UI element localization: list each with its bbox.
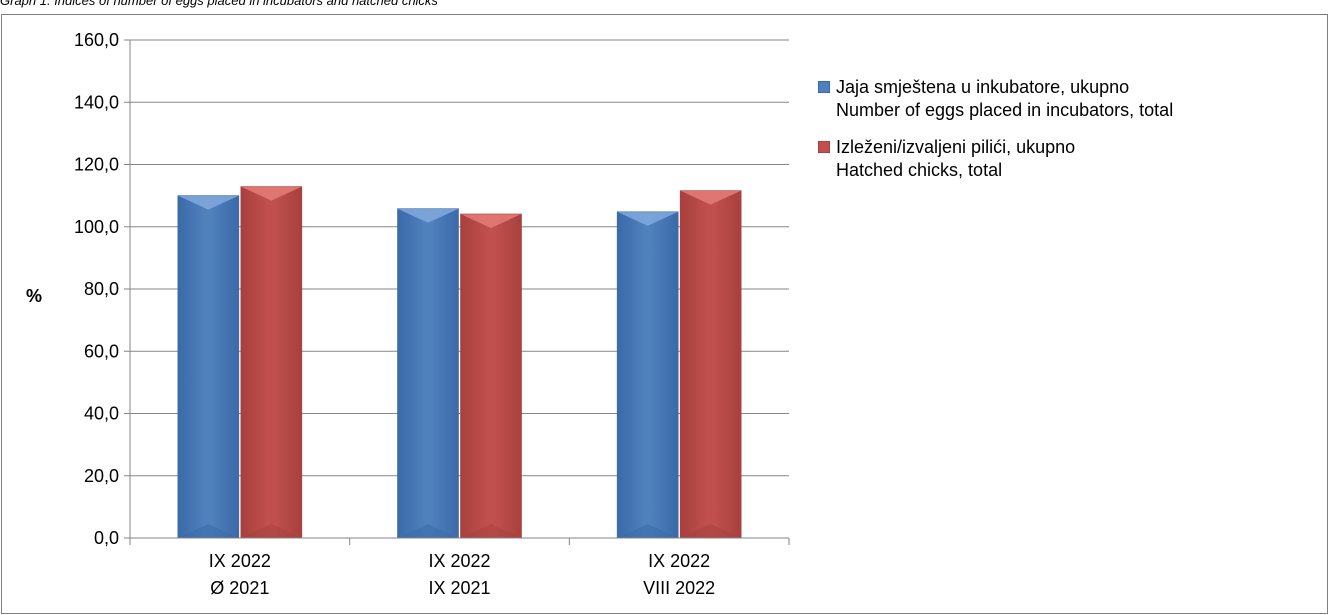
legend-label-eggs-line1: Jaja smještena u inkubatore, ukupno xyxy=(836,77,1130,97)
bar-top-facet xyxy=(177,195,239,210)
axes: 0,0 20,0 40,0 60,0 80,0 100,0 120,0 140,0 160,0 I… xyxy=(74,30,790,598)
bar-bottom-facet xyxy=(240,524,302,538)
bar-top-facet xyxy=(460,213,522,228)
bar xyxy=(460,213,522,539)
bar xyxy=(616,211,679,539)
legend-label-chicks-line1: Izleženi/izvaljeni pilići, ukupno xyxy=(836,137,1076,157)
y-tick-label: 0,0 xyxy=(94,528,119,548)
bar-body xyxy=(397,208,459,538)
x-tick-label: IX 2022 xyxy=(428,551,490,571)
bar-bottom-facet xyxy=(460,524,522,538)
y-tick-label: 140,0 xyxy=(74,92,119,112)
y-tick-label: 80,0 xyxy=(84,279,119,299)
legend-item-chicks: Izleženi/izvaljeni pilići, ukupno Hatche… xyxy=(818,136,1173,182)
x-tick-label: Ø 2021 xyxy=(210,578,269,598)
legend-label-chicks-line2: Hatched chicks, total xyxy=(836,160,1003,180)
legend-swatch-eggs xyxy=(818,81,830,93)
y-tick-label: 160,0 xyxy=(74,30,119,50)
y-tick-label: 60,0 xyxy=(84,341,119,361)
bar-body xyxy=(617,211,679,538)
bars xyxy=(177,186,742,539)
y-axis-label: % xyxy=(26,286,42,306)
x-tick-label: IX 2021 xyxy=(428,578,490,598)
bar-body xyxy=(460,213,522,538)
legend-item-eggs: Jaja smještena u inkubatore, ukupno Numb… xyxy=(818,76,1173,122)
bar-body xyxy=(177,195,239,538)
chart-caption: Graph 1. Indices of number of eggs place… xyxy=(0,0,438,8)
y-tick-label: 40,0 xyxy=(84,404,119,424)
bar-top-facet xyxy=(240,186,302,201)
y-tick-label: 20,0 xyxy=(84,466,119,486)
bar-bottom-facet xyxy=(680,524,742,538)
bar xyxy=(177,195,240,539)
bar-top-facet xyxy=(397,208,459,223)
y-tick-label: 120,0 xyxy=(74,155,119,175)
bar-body xyxy=(240,186,302,538)
legend-swatch-chicks xyxy=(818,141,830,153)
bar-bottom-facet xyxy=(617,524,679,538)
bar-bottom-facet xyxy=(397,524,459,538)
bar-top-facet xyxy=(680,190,742,205)
bar xyxy=(397,208,459,539)
bar-top-facet xyxy=(617,211,679,226)
bar xyxy=(679,190,742,539)
x-tick-label: IX 2022 xyxy=(209,551,271,571)
x-tick-label: IX 2022 xyxy=(648,551,710,571)
y-tick-label: 100,0 xyxy=(74,217,119,237)
legend: Jaja smještena u inkubatore, ukupno Numb… xyxy=(818,76,1173,196)
bar-bottom-facet xyxy=(177,524,239,538)
chart-frame xyxy=(1,14,1328,614)
x-tick-label: VIII 2022 xyxy=(643,578,715,598)
bar-body xyxy=(680,190,742,538)
grid-lines xyxy=(130,39,789,477)
bar xyxy=(240,186,303,539)
legend-label-eggs-line2: Number of eggs placed in incubators, tot… xyxy=(836,100,1174,120)
